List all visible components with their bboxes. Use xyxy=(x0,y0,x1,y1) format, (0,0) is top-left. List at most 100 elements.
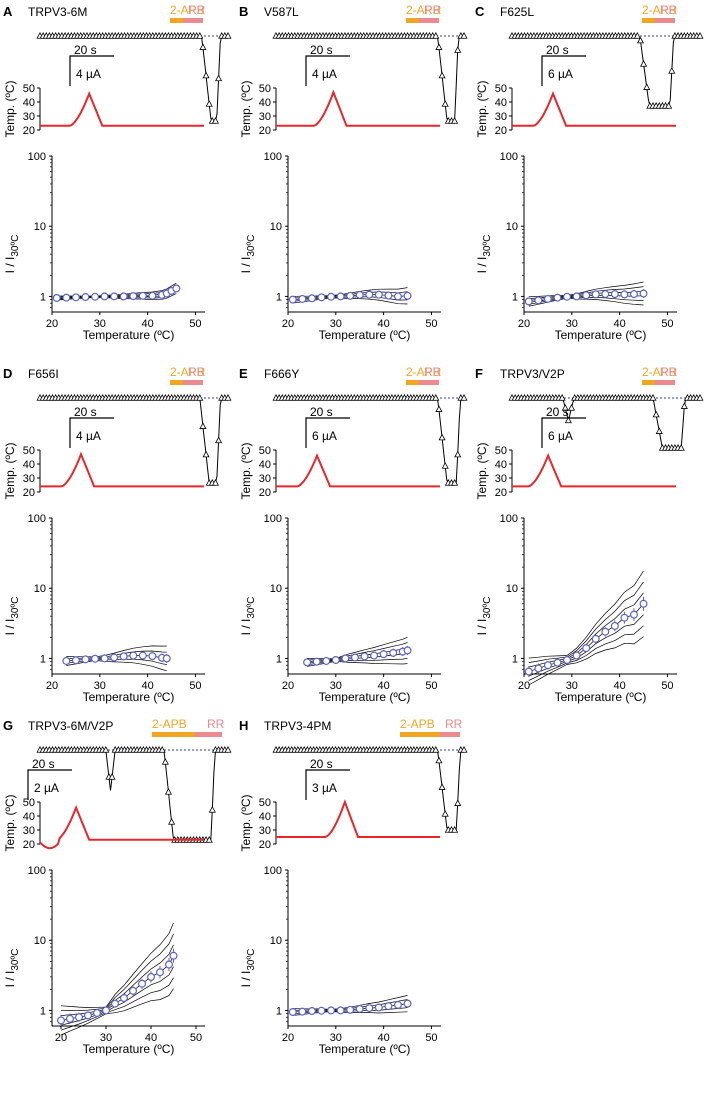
mean-point xyxy=(65,1014,74,1023)
x-tick-label: 20 xyxy=(282,1032,294,1044)
trace-point xyxy=(435,405,443,412)
y-axis-label-sub: 30ºC xyxy=(10,235,21,257)
temperature-trace xyxy=(276,452,440,488)
y-axis-label-sub: 30ºC xyxy=(482,235,493,257)
trace-point xyxy=(696,31,704,39)
y-tick-label: 100 xyxy=(28,865,46,877)
mean-point xyxy=(572,292,581,301)
y-axis-label-main: I / I xyxy=(239,257,253,274)
temp-axis-label: Temp. (ºC) xyxy=(239,442,253,499)
temperature-trace xyxy=(276,799,440,838)
mean-point xyxy=(298,1007,307,1016)
trace-point xyxy=(643,83,651,90)
y-tick-label: 10 xyxy=(34,935,46,947)
agonist-bar xyxy=(170,380,183,385)
x-axis-label: Temperature (ºC) xyxy=(555,328,647,342)
mean-point xyxy=(169,951,178,960)
temperature-trace xyxy=(512,453,676,488)
mean-point xyxy=(156,968,165,977)
mean-point xyxy=(298,294,307,303)
agonist-label: 2-APB xyxy=(642,365,677,379)
trace-point xyxy=(208,805,216,813)
time-scale-label: 20 s xyxy=(32,757,55,771)
trace-point xyxy=(202,71,210,79)
x-axis-label: Temperature (ºC) xyxy=(83,328,175,342)
mean-point xyxy=(393,1000,402,1009)
temp-axis-label: Temp. (ºC) xyxy=(3,80,17,137)
trace-point xyxy=(451,116,459,124)
mean-point xyxy=(620,613,629,622)
x-axis-label: Temperature (ºC) xyxy=(83,1042,175,1056)
x-axis-label: Temperature (ºC) xyxy=(319,328,411,342)
panel-title: TRPV3/V2P xyxy=(500,367,565,381)
mean-point xyxy=(563,292,572,301)
mean-point xyxy=(629,610,638,619)
x-tick-label: 30 xyxy=(94,680,106,692)
current-trace xyxy=(272,393,468,486)
y-axis-label-sub: 30ºC xyxy=(246,949,257,971)
y-axis-label: I / I30ºC xyxy=(475,597,493,636)
agonist-bar xyxy=(170,18,183,23)
y-tick-label: 10 xyxy=(506,583,518,595)
y-tick-label: 100 xyxy=(264,513,282,525)
temp-axis-label: Temp. (ºC) xyxy=(475,80,489,137)
mean-point xyxy=(384,1002,393,1011)
trace-point xyxy=(202,450,210,458)
trace-point xyxy=(168,817,176,825)
mean-point xyxy=(71,656,80,665)
trace-point xyxy=(680,402,688,409)
trace-point xyxy=(435,756,443,764)
trace-point xyxy=(460,31,468,39)
mean-point xyxy=(138,979,147,988)
y-tick-label: 100 xyxy=(500,513,518,525)
trace-point xyxy=(164,787,173,795)
y-axis-label: I / I30ºC xyxy=(3,597,21,636)
trace-point xyxy=(438,433,446,441)
temp-tick-label: 30 xyxy=(259,111,271,123)
trace-point xyxy=(677,443,685,451)
trace-point xyxy=(432,31,440,39)
current-trace xyxy=(36,393,232,486)
x-tick-label: 50 xyxy=(189,680,201,692)
trace-point xyxy=(435,43,443,50)
mean-point xyxy=(620,290,629,299)
mean-point xyxy=(610,290,619,299)
panel-title: F656I xyxy=(28,367,59,381)
mean-point xyxy=(56,1016,65,1025)
x-tick-label: 40 xyxy=(378,318,390,330)
blocker-bar xyxy=(183,380,203,385)
mean-point xyxy=(138,291,147,300)
y-axis-label: I / I30ºC xyxy=(475,235,493,274)
mean-point xyxy=(563,655,572,664)
agonist-label: 2-APB xyxy=(170,3,205,17)
x-tick-label: 40 xyxy=(378,680,390,692)
blocker-label: RR xyxy=(424,365,442,379)
current-trace xyxy=(36,31,232,124)
mean-point xyxy=(129,292,138,301)
panel-title: TRPV3-6M/V2P xyxy=(28,719,113,733)
agonist-bar xyxy=(406,18,419,23)
mean-point xyxy=(327,292,336,301)
trace-point xyxy=(460,393,468,401)
mean-point xyxy=(534,296,543,305)
x-tick-label: 40 xyxy=(614,318,626,330)
mean-point xyxy=(147,972,156,981)
trace-point xyxy=(441,461,449,469)
blocker-label: RR xyxy=(188,3,206,17)
panel-letter: F xyxy=(475,366,483,381)
blocker-bar xyxy=(419,18,439,23)
individual-trace xyxy=(66,660,167,672)
trace-point xyxy=(224,31,232,39)
mean-point xyxy=(148,652,157,661)
individual-trace xyxy=(528,636,644,686)
panel-h: H TRPV3-4PM 2-APB RR 20 s 3 µA 50 40 30 20 Temp. (… xyxy=(239,717,468,1056)
trace-point xyxy=(633,31,641,39)
mean-point xyxy=(355,290,364,299)
trace-point xyxy=(567,403,576,411)
mean-point xyxy=(317,1006,326,1015)
y-tick-label: 10 xyxy=(34,583,46,595)
mean-point xyxy=(119,994,128,1003)
mean-point xyxy=(393,292,402,301)
agonist-label: 2-APB xyxy=(152,717,187,731)
